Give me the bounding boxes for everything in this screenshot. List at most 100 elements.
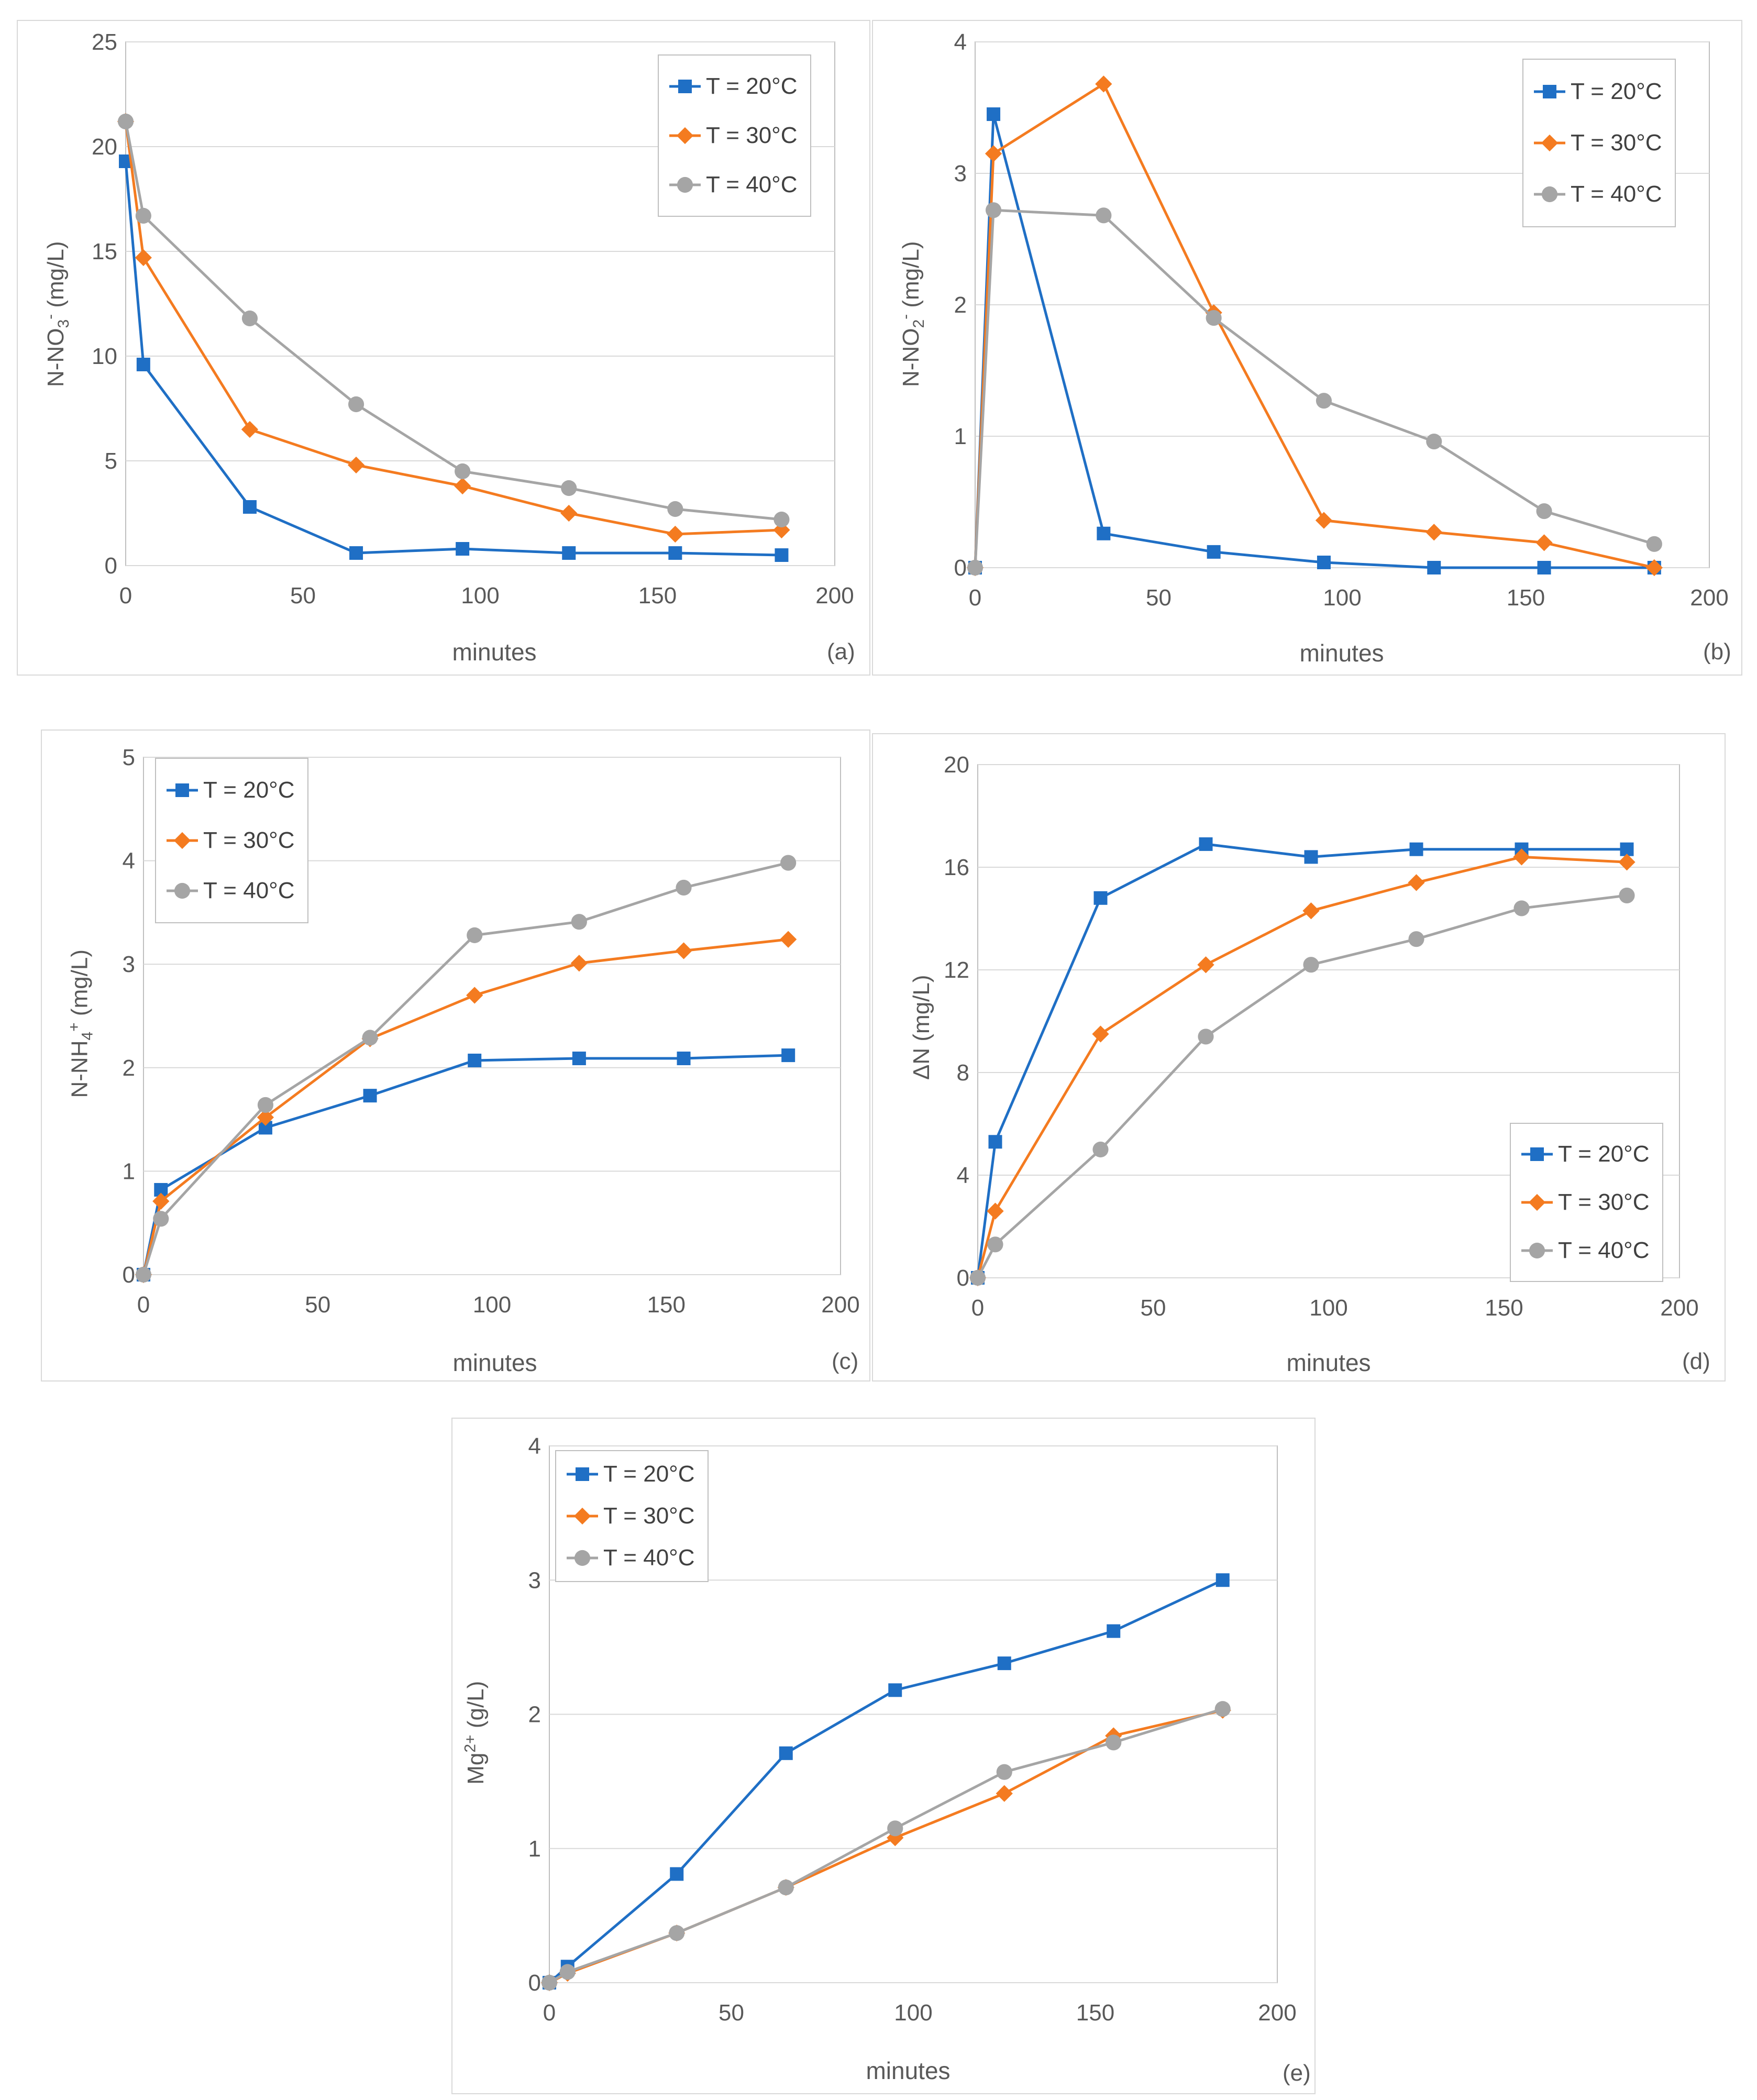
legend-item-t-30-c: T = 30°C xyxy=(1533,117,1662,169)
x-tick-label-b: 200 xyxy=(1690,585,1728,611)
y-tick-label-b: 4 xyxy=(954,29,967,55)
series-line xyxy=(976,843,1627,1278)
data-point xyxy=(456,542,470,556)
data-point xyxy=(257,1109,274,1126)
data-point xyxy=(1426,524,1443,541)
legend-item-t-40-c: T = 40°C xyxy=(566,1537,695,1579)
data-point xyxy=(667,501,683,517)
legend-label: T = 20°C xyxy=(1571,79,1662,104)
y-tick-label-c: 5 xyxy=(123,745,135,770)
y-tick-label-c: 1 xyxy=(123,1158,135,1184)
data-point xyxy=(667,525,684,543)
legend-marker xyxy=(173,832,191,849)
y-tick-label-e: 1 xyxy=(528,1836,541,1862)
legend-marker xyxy=(573,1507,591,1525)
y-tick-label-c: 3 xyxy=(123,952,135,977)
data-point xyxy=(1317,555,1331,569)
series-line xyxy=(142,938,789,1275)
y-tick-label-a: 25 xyxy=(92,29,117,55)
legend-e: T = 20°C T = 30°C T = 40°C xyxy=(555,1450,709,1582)
data-point xyxy=(780,931,797,948)
legend-swatch xyxy=(167,783,198,797)
data-point xyxy=(347,456,365,474)
series-line xyxy=(142,861,789,1275)
data-point xyxy=(967,559,984,576)
legend-marker xyxy=(574,1550,591,1566)
data-point xyxy=(1426,433,1442,450)
legend-marker xyxy=(677,176,693,193)
data-point xyxy=(349,546,363,560)
series-t-40-c-d xyxy=(969,887,1635,1286)
legend-marker xyxy=(174,882,191,899)
panel-label-e: (e) xyxy=(1283,2060,1311,2086)
data-point xyxy=(677,1052,691,1066)
y-tick-label-a: 15 xyxy=(92,239,117,264)
y-axis-label-a: N-NO3- (mg/L) xyxy=(41,241,72,388)
data-point xyxy=(1093,891,1108,905)
data-point xyxy=(1537,561,1551,574)
legend-label: T = 30°C xyxy=(203,827,295,853)
legend-item-t-20-c: T = 20°C xyxy=(1533,66,1662,117)
data-point xyxy=(1207,545,1221,559)
data-point xyxy=(773,521,790,539)
data-point xyxy=(560,504,578,522)
data-point xyxy=(153,1211,169,1227)
data-point xyxy=(669,1925,685,1941)
x-tick-label-e: 200 xyxy=(1258,2000,1296,2026)
series-t-30-c-a xyxy=(117,113,790,543)
y-tick-label-d: 20 xyxy=(944,752,969,778)
series-t-40-c-b xyxy=(967,202,1662,576)
legend-label: T = 40°C xyxy=(706,172,798,197)
data-point xyxy=(561,480,577,496)
data-point xyxy=(468,1053,482,1067)
legend-swatch xyxy=(1534,134,1565,152)
data-point xyxy=(985,145,1002,162)
y-tick-label-c: 2 xyxy=(123,1055,135,1081)
y-tick-label-a: 5 xyxy=(105,448,117,474)
data-point xyxy=(570,955,588,972)
x-tick-label-b: 50 xyxy=(1146,585,1172,611)
data-point xyxy=(135,207,151,224)
x-tick-label-a: 0 xyxy=(119,583,132,609)
legend-swatch xyxy=(1534,85,1565,98)
data-point xyxy=(1197,956,1214,974)
data-point xyxy=(987,1236,1003,1253)
data-point xyxy=(466,987,483,1004)
legend-b: T = 20°C T = 30°C T = 40°C xyxy=(1522,59,1676,227)
data-point xyxy=(779,1746,793,1760)
legend-swatch xyxy=(567,1550,598,1566)
data-point xyxy=(1646,536,1662,552)
legend-marker xyxy=(1543,85,1556,98)
legend-swatch xyxy=(567,1467,598,1481)
x-tick-label-a: 150 xyxy=(638,583,677,609)
series-t-40-c-c xyxy=(135,855,797,1283)
data-point xyxy=(135,249,152,267)
data-point xyxy=(1092,1025,1109,1043)
data-point xyxy=(778,1879,794,1896)
data-point xyxy=(455,463,471,480)
data-point xyxy=(1106,1734,1122,1751)
x-tick-label-e: 100 xyxy=(894,2000,932,2026)
data-point xyxy=(1427,561,1441,574)
x-tick-label-d: 0 xyxy=(971,1295,984,1321)
chart-panel-c: 0 1 2 3 4 5 0 50 100 150 200 N-NH4+ (mg/L) minutes… xyxy=(41,730,870,1381)
chart-panel-b: 0 1 2 3 4 0 50 100 150 200 N-NO2- (mg/L) minutes … xyxy=(872,20,1742,676)
data-point xyxy=(996,1785,1013,1802)
data-point xyxy=(541,1974,558,1991)
x-tick-label-c: 50 xyxy=(305,1292,330,1318)
y-tick-label-a: 20 xyxy=(92,134,117,160)
legend-item-t-20-c: T = 20°C xyxy=(566,1453,695,1495)
series-line xyxy=(976,894,1627,1279)
legend-swatch xyxy=(1521,1147,1553,1161)
data-point xyxy=(1315,512,1333,529)
series-t-20-c-b xyxy=(968,107,1661,574)
data-point xyxy=(257,1097,274,1113)
x-axis-label-d: minutes xyxy=(1286,1349,1371,1376)
data-point xyxy=(1513,848,1530,866)
data-point xyxy=(1206,310,1222,326)
data-point xyxy=(1535,534,1553,551)
x-tick-label-e: 150 xyxy=(1076,2000,1114,2026)
data-point xyxy=(571,914,587,930)
data-point xyxy=(572,1052,586,1066)
